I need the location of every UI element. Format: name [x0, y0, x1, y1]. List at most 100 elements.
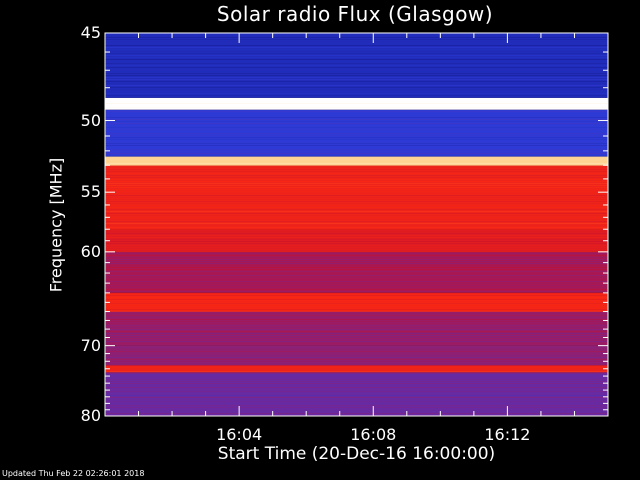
texture-row — [105, 279, 608, 280]
texture-row — [105, 125, 608, 126]
texture-row — [105, 339, 608, 340]
texture-row — [105, 193, 608, 194]
texture-row — [105, 247, 608, 248]
texture-row — [105, 393, 608, 394]
texture-row — [105, 65, 608, 66]
y-tick-label: 55 — [80, 182, 101, 202]
texture-row — [105, 371, 608, 372]
texture-row — [105, 71, 608, 72]
texture-row — [105, 271, 608, 272]
texture-row — [105, 117, 608, 118]
texture-row — [105, 207, 608, 208]
y-tick-label: 50 — [80, 110, 101, 130]
texture-row — [105, 379, 608, 380]
texture-row — [105, 317, 608, 318]
texture-row — [105, 107, 608, 108]
texture-row — [105, 89, 608, 90]
texture-row — [105, 239, 608, 240]
y-tick-label: 70 — [80, 335, 101, 355]
texture-row — [105, 347, 608, 348]
texture-row — [105, 119, 608, 120]
texture-row — [105, 411, 608, 412]
texture-row — [105, 331, 608, 332]
texture-row — [105, 399, 608, 400]
texture-row — [105, 381, 608, 382]
texture-row — [105, 389, 608, 390]
texture-row — [105, 103, 608, 104]
texture-row — [105, 51, 608, 52]
texture-row — [105, 61, 608, 62]
texture-row — [105, 311, 608, 312]
texture-row — [105, 409, 608, 410]
texture-row — [105, 165, 608, 166]
texture-row — [105, 333, 608, 334]
texture-row — [105, 161, 608, 162]
texture-row — [105, 413, 608, 414]
texture-row — [105, 53, 608, 54]
texture-row — [105, 305, 608, 306]
texture-row — [105, 335, 608, 336]
texture-row — [105, 297, 608, 298]
texture-row — [105, 301, 608, 302]
texture-row — [105, 277, 608, 278]
texture-row — [105, 357, 608, 358]
texture-row — [105, 315, 608, 316]
texture-row — [105, 237, 608, 238]
texture-row — [105, 223, 608, 224]
texture-row — [105, 59, 608, 60]
texture-row — [105, 401, 608, 402]
y-tick-label: 80 — [80, 406, 101, 425]
texture-row — [105, 133, 608, 134]
texture-row — [105, 291, 608, 292]
texture-row — [105, 229, 608, 230]
texture-row — [105, 157, 608, 158]
texture-row — [105, 149, 608, 150]
texture-row — [105, 285, 608, 286]
texture-row — [105, 121, 608, 122]
texture-row — [105, 203, 608, 204]
texture-row — [105, 241, 608, 242]
texture-row — [105, 299, 608, 300]
texture-row — [105, 147, 608, 148]
texture-row — [105, 105, 608, 106]
texture-row — [105, 361, 608, 362]
texture-row — [105, 113, 608, 114]
y-tick-label: 60 — [80, 241, 101, 261]
texture-row — [105, 143, 608, 144]
texture-row — [105, 255, 608, 256]
texture-row — [105, 39, 608, 40]
texture-row — [105, 37, 608, 38]
texture-row — [105, 45, 608, 46]
texture-row — [105, 127, 608, 128]
texture-row — [105, 307, 608, 308]
texture-row — [105, 309, 608, 310]
frequency-band-10 — [105, 365, 608, 373]
texture-row — [105, 367, 608, 368]
texture-row — [105, 95, 608, 96]
texture-row — [105, 391, 608, 392]
texture-row — [105, 329, 608, 330]
texture-row — [105, 87, 608, 88]
texture-row — [105, 135, 608, 136]
texture-row — [105, 283, 608, 284]
texture-row — [105, 195, 608, 196]
texture-row — [105, 145, 608, 146]
texture-row — [105, 81, 608, 82]
texture-row — [105, 233, 608, 234]
texture-row — [105, 227, 608, 228]
texture-row — [105, 363, 608, 364]
texture-row — [105, 205, 608, 206]
frequency-bands — [105, 33, 608, 416]
texture-row — [105, 115, 608, 116]
texture-row — [105, 141, 608, 142]
texture-row — [105, 139, 608, 140]
texture-row — [105, 109, 608, 110]
texture-row — [105, 175, 608, 176]
texture-row — [105, 365, 608, 366]
texture-row — [105, 131, 608, 132]
texture-row — [105, 219, 608, 220]
texture-row — [105, 67, 608, 68]
texture-row — [105, 75, 608, 76]
texture-row — [105, 191, 608, 192]
